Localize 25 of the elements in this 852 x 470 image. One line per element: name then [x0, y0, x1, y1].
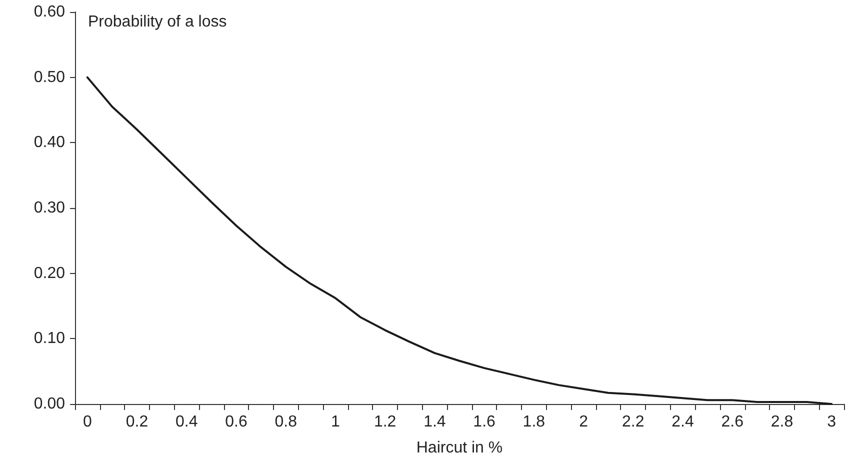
x-tick-label: 0.2 — [126, 414, 148, 430]
x-tick-label: 2.6 — [721, 414, 744, 430]
y-tick-label: 0.10 — [34, 330, 66, 348]
x-tick-label: 1 — [331, 414, 340, 430]
y-tick-label: 0.20 — [34, 264, 66, 282]
x-tick-label: 2 — [579, 414, 588, 430]
x-tick-label: 2.8 — [770, 414, 794, 430]
y-tick-label: 0.40 — [34, 134, 66, 152]
x-tick-label: 1.8 — [522, 414, 546, 430]
x-tick-label: 3 — [827, 414, 836, 430]
x-tick-label: 0.4 — [176, 414, 198, 430]
x-tick-label: 0.6 — [225, 414, 248, 430]
x-tick-label: 0 — [82, 414, 92, 430]
x-tick-label: 1.2 — [374, 414, 396, 430]
x-tick-label: 1.4 — [424, 414, 446, 430]
x-tick-label: 0.8 — [274, 414, 298, 430]
y-tick-label: 0.50 — [34, 68, 66, 86]
y-tick-label: 0.60 — [34, 4, 66, 20]
x-tick-label: 2.2 — [622, 414, 644, 430]
y-tick-label: 0.00 — [34, 396, 66, 412]
y-tick-label: 0.30 — [34, 200, 66, 216]
y-axis-title: Probability of a loss — [88, 14, 227, 30]
x-tick-label: 1.6 — [473, 414, 496, 430]
x-axis-title: Haircut in % — [416, 440, 503, 456]
x-tick-label: 2.4 — [672, 414, 694, 430]
